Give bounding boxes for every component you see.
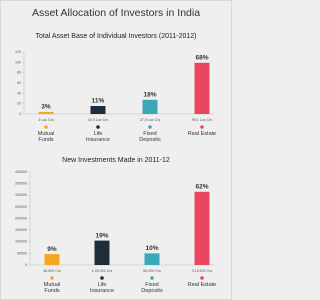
infographic: Asset Allocation of Investors in India T… [0,0,232,300]
y-tick-label: 80 [17,71,21,75]
value-label: 4 Lac Crs [38,118,54,122]
category-label: Life Insurance [89,282,115,294]
y-tick-label: 200000 [15,216,27,220]
share-label: 19% [95,232,108,239]
chart-subtitle: New Investments Made in 2011-12 [62,157,170,164]
y-tick-label: 120 [15,50,21,54]
share-label: 10% [145,245,158,252]
bar [38,111,54,114]
bar [94,240,110,265]
value-label: 15.5 Lac Crs [88,118,109,122]
bar [44,254,60,265]
y-tick-label: 50000 [17,251,27,255]
bar [194,62,210,114]
legend-dot [200,125,204,129]
frame [0,0,232,300]
value-label: 50,000 Crs [143,269,161,273]
bar [144,253,160,265]
share-label: 3% [41,104,51,111]
y-tick-label: 250000 [15,205,27,209]
legend-dot [100,276,104,280]
value-label: 27.5 Lac Crs [140,118,161,122]
category-label: Mutual Funds [43,282,61,294]
category-label: Life Insurance [85,131,111,143]
y-tick-label: 350000 [15,182,27,186]
page-title: Asset Allocation of Investors in India [32,7,200,19]
category-label: Real Estate [187,131,217,137]
share-label: 18% [143,92,156,99]
value-label: 3,15,000 Crs [192,269,213,273]
y-tick-label: 300000 [15,193,27,197]
category-label: Real Estate [187,282,217,288]
y-tick-label: 400000 [15,170,27,174]
y-tick-label: 40 [17,91,21,95]
y-tick-label: 100000 [15,240,27,244]
chart: Asset Allocation of Investors in India T… [0,0,232,300]
y-tick-label: 150000 [15,228,27,232]
share-label: 68% [195,55,208,62]
value-label: 46,900 Crs [43,269,61,273]
value-label: 99.1 Lac Crs [192,118,213,122]
bar [90,105,106,114]
category-label: Fixed Deposits [139,131,161,143]
value-label: 1,05,000 Crs [92,269,113,273]
y-tick-label: 20 [17,102,21,106]
bar [142,99,158,114]
legend-dot [50,276,54,280]
legend-dot [96,125,100,129]
y-tick-label: 100 [15,60,21,64]
chart-subtitle: Total Asset Base of Individual Investors… [36,33,197,40]
legend-dot [200,276,204,280]
category-label: Fixed Deposits [141,282,163,294]
legend-dot [44,125,48,129]
bar [194,191,210,265]
y-tick-label: 0 [25,263,27,267]
share-label: 11% [92,98,105,105]
share-label: 62% [195,183,208,190]
legend-dot [148,125,152,129]
y-tick-label: 0 [19,112,21,116]
share-label: 9% [47,246,57,253]
category-label: Mutual Funds [37,131,55,143]
legend-dot [150,276,154,280]
y-tick-label: 60 [17,81,21,85]
